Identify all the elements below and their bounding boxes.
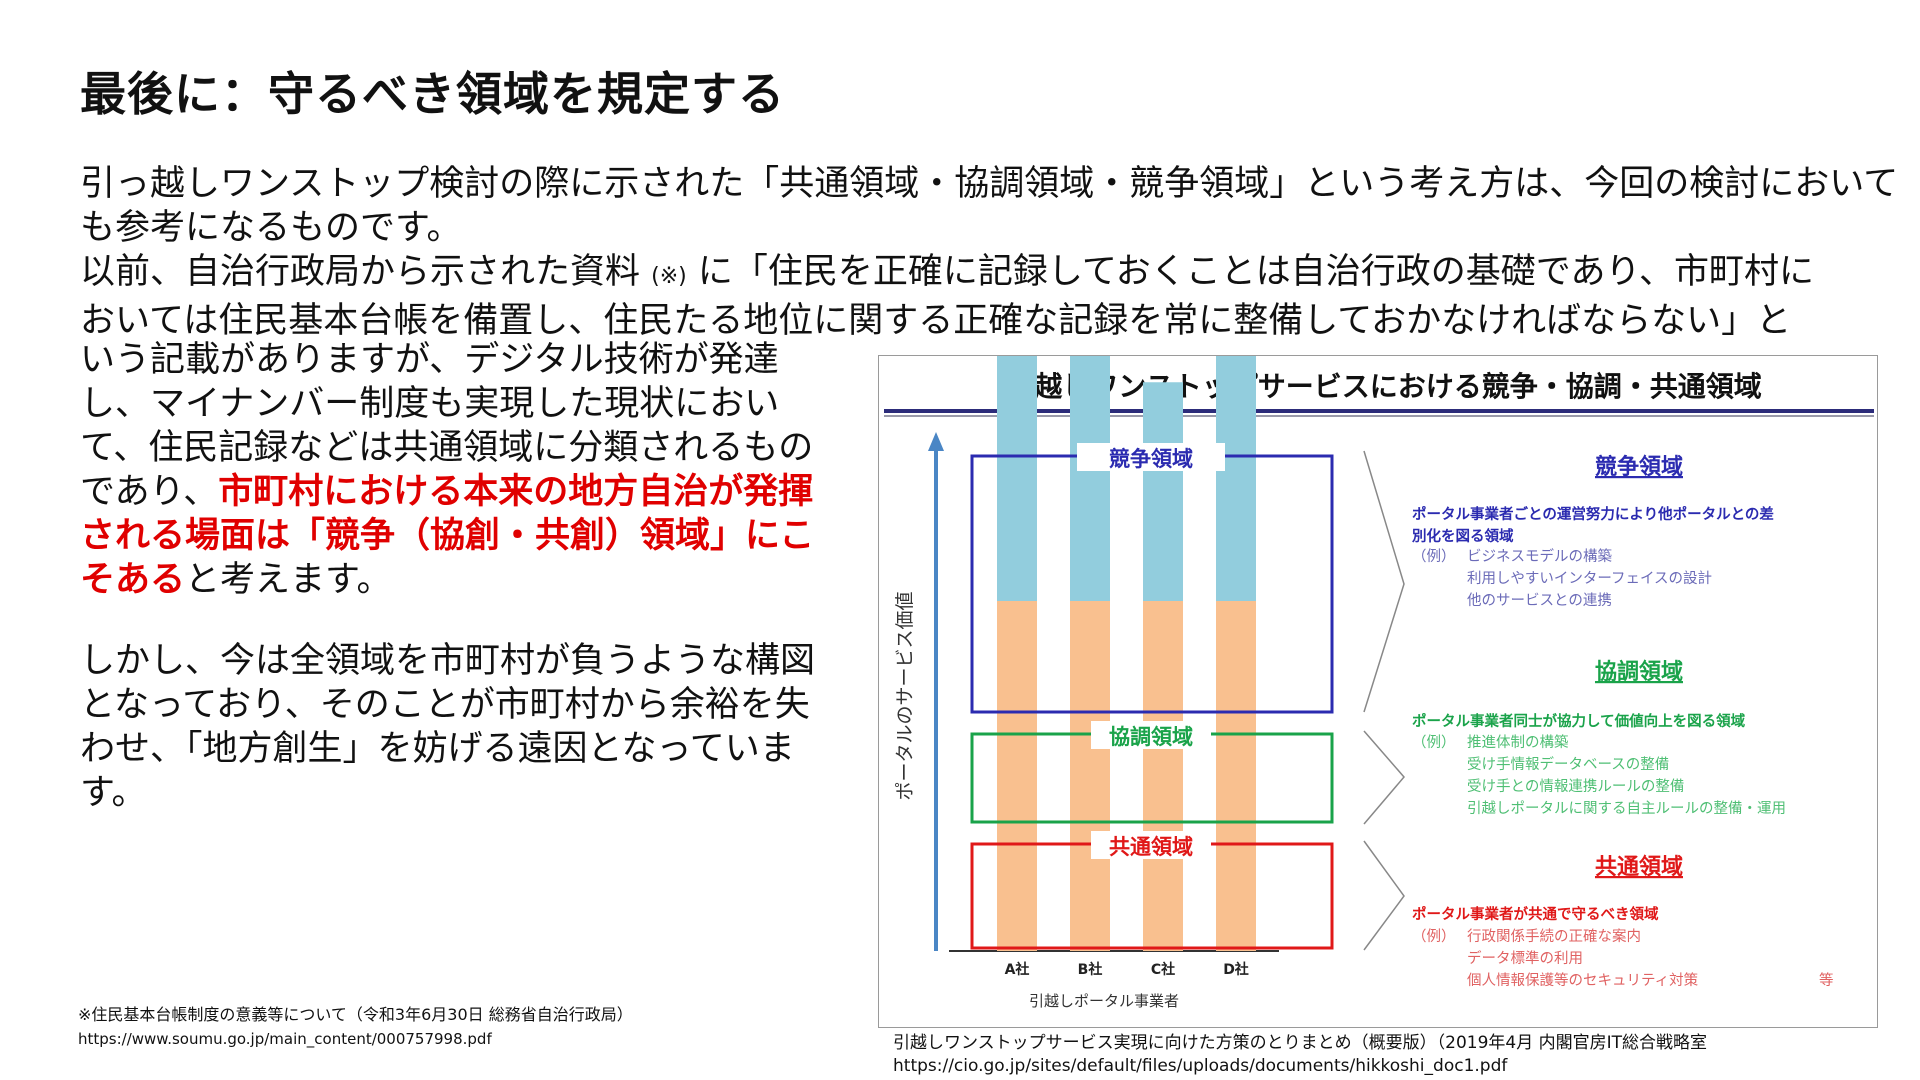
citation-text-a: 以前、自治行政局から示された資料 — [80, 252, 641, 292]
common-example-2: データ標準の利用 — [1467, 949, 1583, 967]
bar-2-segment-1 — [1070, 776, 1110, 951]
claim-text-b: と考えます。 — [185, 560, 392, 600]
bar-4-segment-1 — [1216, 776, 1256, 951]
competition-desc-2: 別化を図る領域 — [1411, 527, 1514, 545]
common-example-1: 行政関係手続の正確な案内 — [1467, 927, 1641, 945]
footnote-right-source: 引越しワンストップサービス実現に向けた方策のとりまとめ（概要版）（2019年4月… — [893, 1033, 1708, 1053]
competition-chevron — [1363, 450, 1405, 713]
footnote-left-url[interactable]: https://www.soumu.go.jp/main_content/000… — [78, 1030, 492, 1048]
bar-4-segment-2 — [1216, 601, 1256, 776]
competition-example-3: 他のサービスとの連携 — [1467, 592, 1612, 609]
x-tick-label: B社 — [1078, 961, 1103, 978]
citation-mark: (※) — [651, 264, 687, 289]
footnote-right-url[interactable]: https://cio.go.jp/sites/default/files/up… — [893, 1056, 1508, 1076]
bar-4-segment-3 — [1216, 356, 1256, 601]
domain-diagram-figure: 引越しワンストップサービスにおける競争・協調・共通領域 ポータルのサービス価値 … — [878, 355, 1878, 1028]
x-tick-label: A社 — [1005, 961, 1030, 978]
claim-highlight: 市町村における本来の地方自治が発揮される場面は「競争（協創・共創）領域」にこそあ… — [80, 472, 815, 600]
paragraph-conclusion: しかし、今は全領域を市町村が負うような構図となっており、そのことが市町村から余裕… — [80, 641, 816, 813]
competition-heading: 競争領域 — [1595, 454, 1683, 480]
common-desc-1: ポータル事業者が共通で守るべき領域 — [1412, 905, 1659, 923]
competition-box-label-bg — [1077, 443, 1225, 471]
citation-text-c: おいては住民基本台帳を備置し、住民たる地位に関する正確な記録を常に整備しておかな… — [80, 301, 1792, 341]
common-example-3: 個人情報保護等のセキュリティ対策 — [1467, 971, 1699, 989]
cooperation-example-2: 受け手情報データベースの整備 — [1467, 755, 1669, 773]
competition-example-1: ビジネスモデルの構築 — [1467, 547, 1612, 565]
bar-1-segment-3 — [997, 356, 1037, 601]
bar-2-segment-3 — [1070, 356, 1110, 601]
common-heading: 共通領域 — [1595, 854, 1683, 880]
x-tick-label: D社 — [1223, 961, 1249, 978]
common-example-etc: 等 — [1819, 971, 1834, 989]
figure-title: 引越しワンストップサービスにおける競争・協調・共通領域 — [1006, 370, 1761, 403]
paragraph-intro: 引っ越しワンストップ検討の際に示された「共通領域・協調領域・競争領域」という考え… — [80, 164, 1899, 248]
x-tick-label: C社 — [1151, 961, 1175, 978]
cooperation-example-1: 推進体制の構築 — [1467, 733, 1569, 751]
common-box-label: 共通領域 — [1109, 835, 1193, 859]
cooperation-heading: 協調領域 — [1595, 659, 1683, 685]
page-title: 最後に：守るべき領域を規定する — [80, 67, 785, 121]
bar-2-segment-2 — [1070, 601, 1110, 776]
bar-3-segment-2 — [1143, 601, 1183, 776]
y-axis-label: ポータルのサービス価値 — [894, 591, 916, 800]
cooperation-chevron — [1363, 730, 1405, 825]
common-example-prefix: （例） — [1412, 928, 1456, 945]
competition-example-2: 利用しやすいインターフェイスの設計 — [1467, 570, 1712, 587]
competition-box-label: 競争領域 — [1109, 447, 1193, 471]
bar-1-segment-2 — [997, 601, 1037, 776]
paragraph-claim: いう記載がありますが、デジタル技術が発達し、マイナンバー制度も実現した現状におい… — [80, 338, 815, 602]
competition-desc-1: ポータル事業者ごとの運営努力により他ポータルとの差 — [1412, 505, 1774, 523]
cooperation-example-4: 引越しポータルに関する自主ルールの整備・運用 — [1467, 800, 1786, 817]
paragraph-citation: 以前、自治行政局から示された資料 (※) に「住民を正確に記録しておくことは自治… — [80, 250, 1814, 343]
common-box-label-bg — [1091, 831, 1211, 859]
cooperation-example-prefix: （例） — [1412, 734, 1456, 751]
cooperation-box-label-bg — [1091, 721, 1211, 749]
domain-diagram: 引越しワンストップサービスにおける競争・協調・共通領域 ポータルのサービス価値 … — [884, 356, 1874, 1010]
y-axis-arrowhead-icon — [928, 432, 944, 451]
common-chevron — [1363, 840, 1405, 951]
bar-1-segment-1 — [997, 776, 1037, 951]
x-axis-label: 引越しポータル事業者 — [1029, 992, 1179, 1010]
claim-text-a: いう記載がありますが、デジタル技術が発達し、マイナンバー制度も実現した現状におい… — [80, 340, 814, 512]
competition-example-prefix: （例） — [1412, 548, 1456, 565]
bar-group: A社 B社 C社 D社 — [997, 356, 1256, 978]
cooperation-desc-1: ポータル事業者同士が協力して価値向上を図る領域 — [1412, 712, 1746, 730]
bar-3-segment-3 — [1143, 382, 1183, 601]
footnote-left-source: ※住民基本台帳制度の意義等について（令和3年6月30日 総務省自治行政局） — [78, 1005, 633, 1024]
cooperation-box-label: 協調領域 — [1109, 725, 1193, 749]
cooperation-example-3: 受け手との情報連携ルールの整備 — [1467, 778, 1684, 795]
bar-3-segment-1 — [1143, 776, 1183, 951]
citation-text-b: に「住民を正確に記録しておくことは自治行政の基礎であり、市町村に — [697, 252, 1815, 292]
